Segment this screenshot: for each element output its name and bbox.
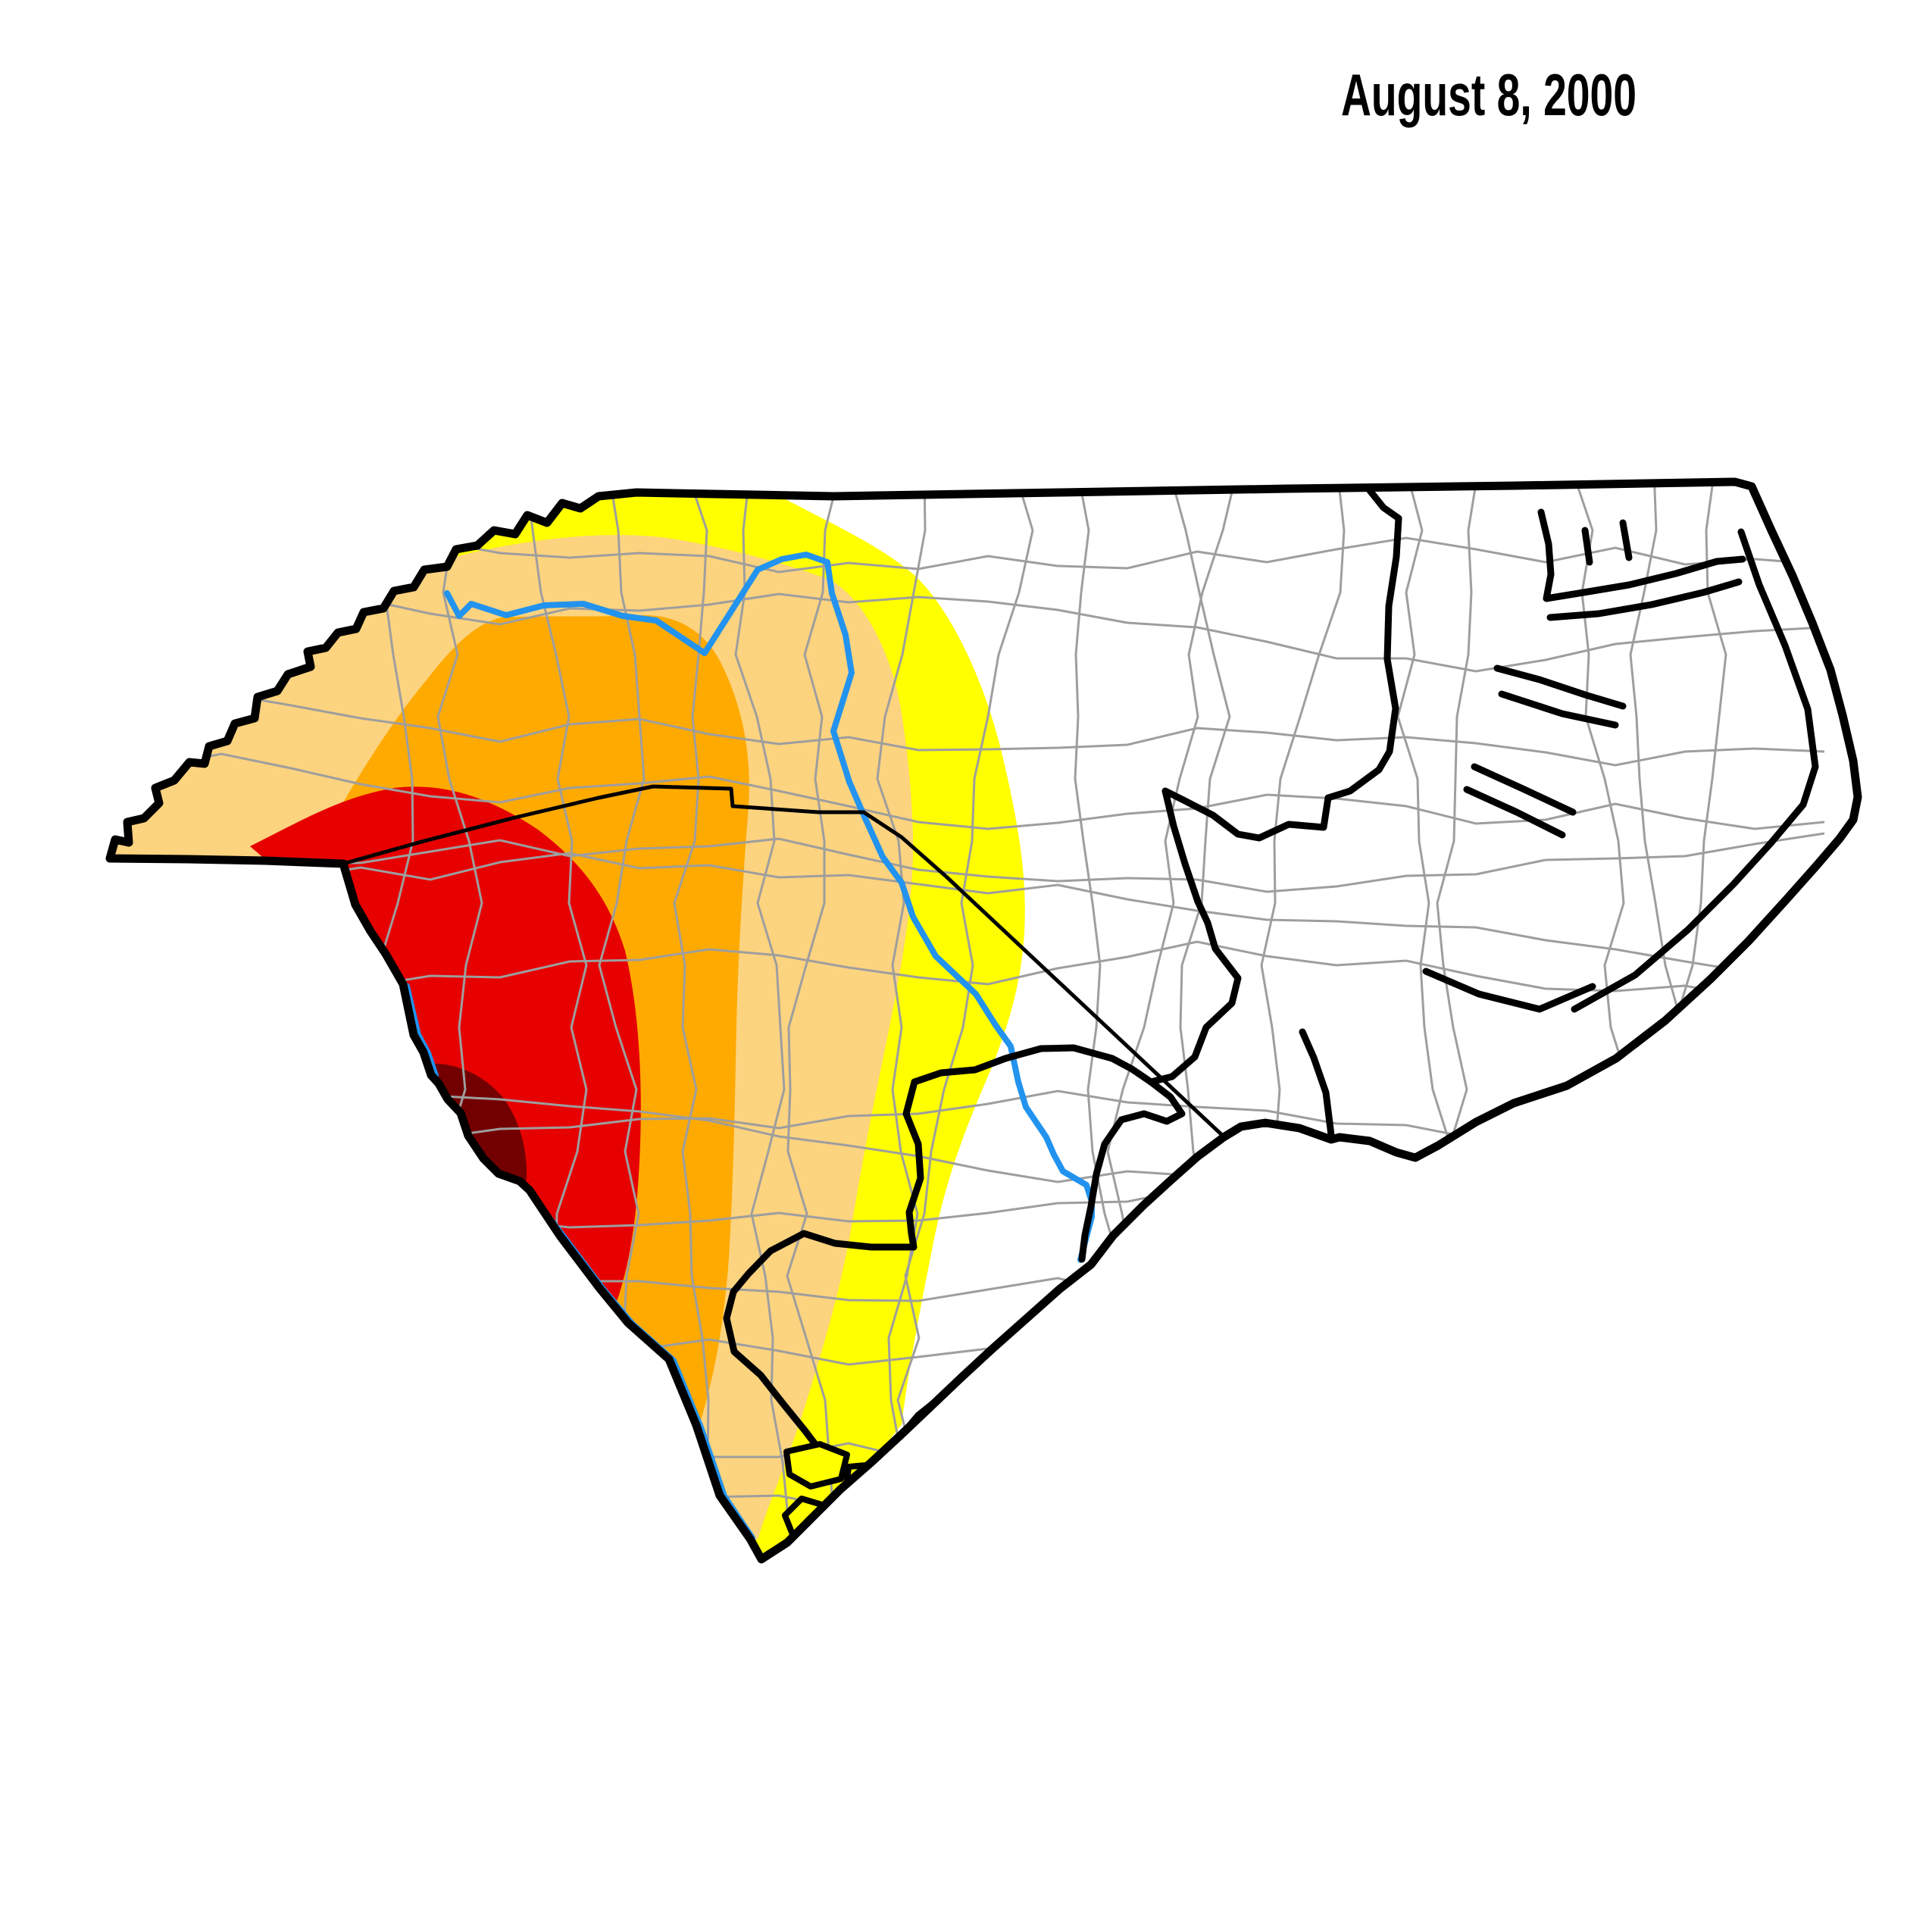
state-outline <box>105 477 1862 1564</box>
pee-dee-fork-line <box>911 1044 1155 1086</box>
neuse-river <box>1463 763 1577 839</box>
albemarle-sound-north-shore <box>1537 508 1746 602</box>
county-line <box>110 683 1825 767</box>
sea-island <box>830 1526 874 1559</box>
albemarle-sound-south-shore <box>1546 578 1743 621</box>
county-line <box>110 852 1825 974</box>
county-line <box>110 1471 1825 1536</box>
county-line <box>734 482 806 1559</box>
cape-fear-river <box>1299 1028 1335 1139</box>
county-line <box>110 1410 1825 1468</box>
lake-thurmond-arm <box>490 1180 525 1208</box>
santee-edisto-line <box>723 1078 924 1457</box>
county-line <box>876 482 927 1559</box>
county-line <box>673 482 710 1559</box>
estuary-and-sound-lines <box>723 485 1819 1457</box>
pamlico-sound-inner-banks <box>1571 528 1819 1013</box>
county-line <box>894 482 1034 1559</box>
nc-sc-border <box>341 784 1226 1139</box>
yadkin-pee-dee-river <box>444 552 1095 1263</box>
county-line <box>786 482 842 1559</box>
county-line <box>110 1497 1825 1559</box>
county-line <box>110 832 1825 893</box>
bogue-sound <box>1422 968 1596 1013</box>
sea-island <box>843 1461 897 1508</box>
chowan-peedee-line <box>1147 485 1402 1086</box>
tidewater-rivers <box>1581 519 1633 566</box>
map-title: August 8, 2000 <box>1341 61 1637 128</box>
sea-island <box>783 1441 850 1490</box>
winyah-bay-line <box>1078 1078 1186 1263</box>
pamlico-river <box>1493 664 1627 729</box>
